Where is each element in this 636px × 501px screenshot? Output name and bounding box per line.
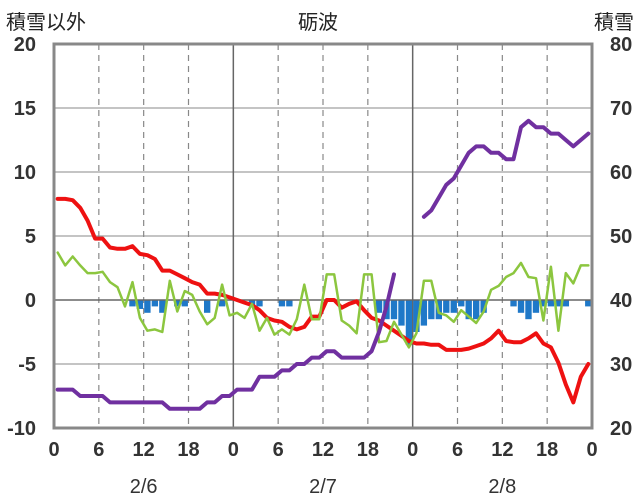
x-tick-label: 0 [228,439,239,461]
day-label: 2/7 [309,476,337,498]
snow-change-bar [473,300,480,320]
snow-change-bar [398,300,405,326]
x-tick-label: 12 [312,439,334,461]
temperature-line [55,196,591,405]
snow-change-bar [413,300,420,332]
y-left-tick-label: -10 [7,418,36,440]
snow-change-bar [540,300,547,307]
snow-change-bar [510,300,517,307]
snow-change-bar [450,300,457,313]
y-left-tick-label: -5 [18,354,36,376]
y-right-tick-label: 50 [610,226,632,248]
snow-change-bar [174,300,181,307]
y-right-tick-label: 20 [610,418,632,440]
snow-change-bar [278,300,286,307]
plot-frame [52,42,594,430]
snow-change-bar [532,300,540,313]
right-axis-title: 積雪 [594,10,634,34]
snow-depth-line [55,118,591,411]
day-label: 2/6 [130,476,158,498]
snow-change-bar [585,300,592,307]
snow-change-bar [517,300,525,313]
snow-change-bar [443,300,450,313]
x-tick-label: 0 [586,439,597,461]
y-left-tick-label: 20 [14,34,36,56]
snow-change-bar [144,300,151,313]
y-left-tick-label: 0 [25,290,36,312]
x-tick-label: 6 [93,439,104,461]
snow-change-bar [286,300,293,307]
x-tick-label: 0 [407,439,418,461]
snow-change-bar [555,300,562,307]
snow-change-bar [420,300,428,326]
snow-change-bar [129,300,136,307]
x-tick-label: 18 [177,439,199,461]
snow-change-bar [525,300,532,320]
x-tick-label: 18 [536,439,558,461]
x-tick-label: 18 [357,439,379,461]
y-right-tick-label: 80 [610,34,632,56]
secondary-line [56,251,590,349]
snow-change-bar [428,300,435,320]
x-tick-label: 0 [48,439,59,461]
y-left-tick-label: 15 [14,98,36,120]
y-right-tick-label: 30 [610,354,632,376]
y-right-tick-label: 70 [610,98,632,120]
chart-title: 砺波 [298,10,338,34]
snow-change-bar [159,300,166,313]
x-tick-label: 12 [491,439,513,461]
snow-change-bar [480,300,487,313]
y-left-tick-label: 10 [14,162,36,184]
snow-change-bar [458,300,465,307]
y-left-tick-label: 5 [25,226,36,248]
snow-change-bar [151,300,159,307]
snow-change-bar [218,300,226,307]
x-tick-label: 6 [452,439,463,461]
snow-change-bar [547,300,555,307]
snow-change-bar [136,300,144,309]
x-tick-label: 6 [273,439,284,461]
snow-change-bar [256,300,263,307]
snow-change-bar [465,300,472,320]
snow-change-bar [562,300,570,307]
day-label: 2/8 [488,476,516,498]
left-axis-title: 積雪以外 [6,10,86,34]
snow-change-bar [405,300,413,345]
y-right-tick-label: 60 [610,162,632,184]
snow-change-bar [375,300,383,313]
snow-change-bar [204,300,211,313]
snow-change-bar [390,300,398,320]
y-right-tick-label: 40 [610,290,632,312]
snow-change-bar [181,300,188,307]
x-tick-label: 12 [133,439,155,461]
